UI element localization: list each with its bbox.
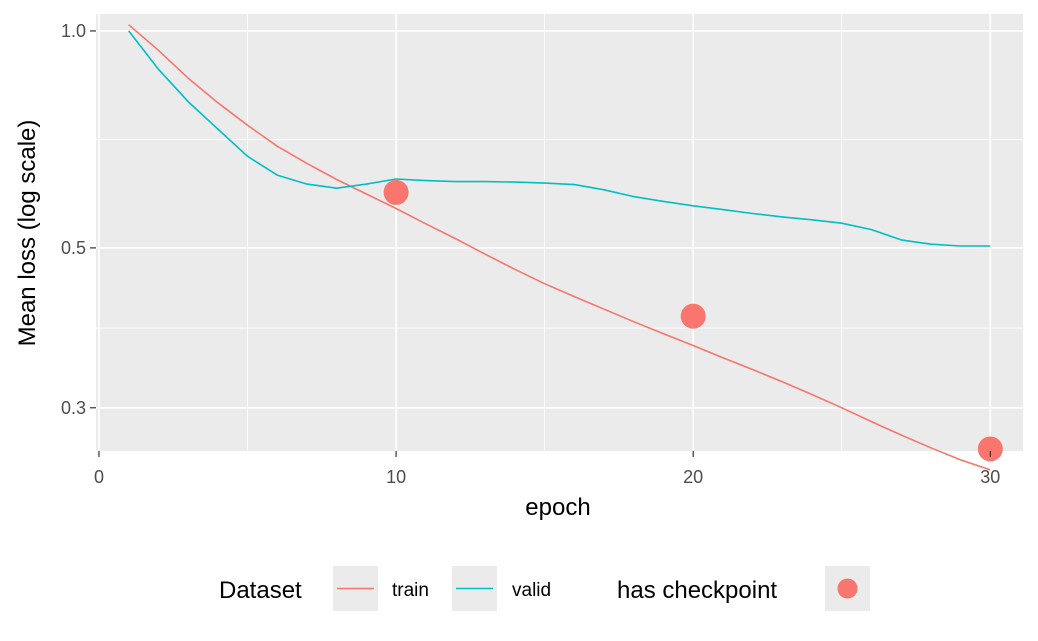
major-grid [96, 14, 1023, 451]
minor-grid [96, 14, 1023, 451]
checkpoint-marker [680, 303, 706, 329]
series-line-valid [128, 30, 991, 247]
y-tick-label: 0.3 [61, 398, 86, 418]
checkpoint-layer [383, 179, 1003, 462]
checkpoint-marker [977, 436, 1003, 462]
plot-panel [96, 14, 1023, 451]
x-axis: 0 10 20 30 [94, 451, 1000, 487]
legend: Dataset train valid has checkpoint [219, 566, 870, 611]
y-tick-label: 1.0 [61, 21, 86, 41]
x-tick-label: 10 [386, 467, 406, 487]
legend-title-dataset: Dataset [219, 577, 302, 604]
x-tick-label: 30 [980, 467, 1000, 487]
x-tick-label: 0 [94, 467, 104, 487]
checkpoint-marker [383, 179, 409, 205]
legend-label-valid: valid [512, 580, 551, 601]
y-tick-label: 0.5 [61, 238, 86, 258]
x-tick-label: 20 [683, 467, 703, 487]
y-axis: 0.3 0.5 1.0 [61, 21, 96, 418]
series-line-train [128, 24, 991, 471]
x-axis-title: epoch [525, 494, 590, 521]
y-axis-title: Mean loss (log scale) [14, 120, 41, 347]
legend-label-train: train [392, 580, 429, 601]
legend-checkpoint-dot [837, 578, 858, 599]
legend-title-checkpoint: has checkpoint [617, 577, 777, 604]
series-layer [128, 24, 991, 471]
